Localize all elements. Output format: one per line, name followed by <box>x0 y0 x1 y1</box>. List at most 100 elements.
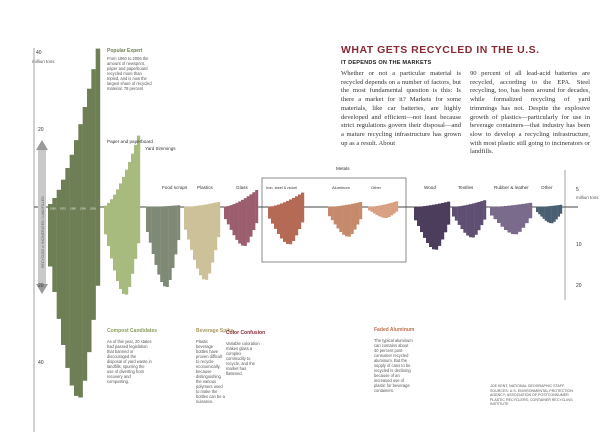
category-label-paper: Paper and paperboard <box>107 139 153 144</box>
discarded-bar-5-2 <box>274 207 278 229</box>
recycled-bar-7-5 <box>380 205 384 207</box>
discarded-bar-6-6 <box>345 207 349 237</box>
color-title: Color Confusion <box>226 330 265 336</box>
metals-group-label: Metals <box>336 166 350 171</box>
left-unit-label: million tons <box>32 59 55 64</box>
discarded-bar-10-8 <box>518 207 522 232</box>
category-label-metals-other: Other <box>371 185 382 190</box>
right-tick-20: 20 <box>576 283 582 289</box>
recycled-bar-11-8 <box>553 205 556 207</box>
recycled-bar-11-10 <box>557 205 561 207</box>
discarded-bar-1-7 <box>125 207 129 295</box>
recycled-bar-0-4 <box>65 167 70 207</box>
discarded-bar-11-10 <box>557 207 561 217</box>
recycled-bar-8-7 <box>435 204 439 207</box>
recycled-bar-7-7 <box>385 203 389 207</box>
discarded-bar-0-9 <box>87 207 92 353</box>
discarded-bar-7-1 <box>370 207 374 212</box>
popular-expert-body: From 1960 to 2006 the amount of newsprin… <box>107 56 152 91</box>
discarded-bar-11-0 <box>536 207 539 213</box>
discarded-bar-3-0 <box>184 207 188 230</box>
recycled-bar-6-4 <box>339 205 343 207</box>
year-tick-4: 2000 <box>90 207 96 211</box>
recycled-bar-8-11 <box>447 201 451 207</box>
discarded-bar-10-2 <box>497 207 501 224</box>
metals-group-box <box>261 177 407 263</box>
recycled-bar-3-3 <box>193 206 197 207</box>
discarded-bar-11-3 <box>542 207 545 219</box>
discarded-bar-3-7 <box>205 207 209 280</box>
discarded-bar-3-11 <box>217 207 221 238</box>
chart-labels: 40 million tons 20 20 40 RECYCLED or INC… <box>32 48 599 366</box>
recycled-bar-0-11 <box>95 48 101 207</box>
recycled-bar-10-7 <box>514 204 519 207</box>
discarded-bar-10-11 <box>528 207 533 219</box>
y-tick-40-bottom: 40 <box>38 360 44 366</box>
recycled-bar-0-3 <box>61 179 66 207</box>
discarded-bar-6-7 <box>347 207 351 237</box>
discarded-bar-4-2 <box>229 207 233 230</box>
discarded-bar-7-2 <box>373 207 376 214</box>
recycled-bar-5-6 <box>286 200 290 207</box>
discarded-bar-4-3 <box>232 207 236 236</box>
discarded-bar-5-7 <box>289 207 293 245</box>
discarded-bar-10-10 <box>525 207 529 224</box>
discarded-bar-9-4 <box>463 207 467 233</box>
recycled-bar-9-3 <box>460 205 464 207</box>
recycled-bar-4-6 <box>241 199 245 207</box>
category-label-wood: Wood <box>424 185 436 190</box>
recycled-bar-3-10 <box>214 202 218 207</box>
recycled-bar-5-4 <box>280 203 284 207</box>
recycled-bar-3-8 <box>208 203 212 207</box>
category-label-food-scraps: Food scraps <box>162 185 188 190</box>
discarded-bar-6-3 <box>336 207 340 229</box>
discarded-bar-0-11 <box>95 207 101 286</box>
popular-expert-title: Popular Expert <box>107 48 143 54</box>
discarded-bar-8-1 <box>417 207 421 227</box>
recycled-bar-4-1 <box>226 206 230 207</box>
discarded-bar-8-3 <box>423 207 427 238</box>
discarded-bar-11-5 <box>546 207 550 223</box>
recycled-bar-6-6 <box>345 204 349 207</box>
discarded-bar-7-11 <box>395 207 399 212</box>
discarded-bar-5-0 <box>268 207 272 219</box>
compost-title: Compost Candidates <box>107 328 157 334</box>
year-tick-3: 1990 <box>80 207 86 211</box>
recycled-bar-5-10 <box>298 194 302 207</box>
recycled-bar-11-9 <box>555 205 558 207</box>
page-title: WHAT GETS RECYCLED IN THE U.S. <box>341 44 540 56</box>
discarded-bar-6-11 <box>359 207 363 220</box>
discarded-bar-0-4 <box>65 207 70 368</box>
discarded-bar-0-7 <box>78 207 83 398</box>
recycled-bar-4-2 <box>229 205 233 207</box>
recycled-bar-5-9 <box>295 196 299 207</box>
recycled-bar-4-4 <box>235 202 239 207</box>
discarded-bar-9-3 <box>460 207 464 230</box>
discarded-bar-4-4 <box>235 207 239 240</box>
discarded-bar-2-3 <box>154 207 158 265</box>
recycled-bar-1-11 <box>137 135 141 207</box>
discarded-bar-8-2 <box>420 207 424 233</box>
y-tick-40-top: 40 <box>36 50 42 56</box>
recycled-bar-11-6 <box>549 206 552 207</box>
beverage-title: Beverage Spike <box>196 328 233 334</box>
discarded-bar-0-1 <box>52 207 57 293</box>
year-tick-1: 1970 <box>60 207 66 211</box>
recycled-bar-8-8 <box>438 203 442 207</box>
discarded-bar-9-5 <box>466 207 470 236</box>
beverage-body: Plastic beverage bottles have proven dif… <box>196 339 225 403</box>
discarded-bar-5-11 <box>301 207 305 223</box>
y-tick-20-bottom: 20 <box>38 283 44 289</box>
article-column-2: 90 percent of all lead-acid batteries ar… <box>470 70 590 156</box>
category-label-plastics: Plastics <box>197 185 214 190</box>
recycled-bar-10-9 <box>521 203 526 207</box>
discarded-bar-8-8 <box>438 207 442 246</box>
recycled-bar-9-2 <box>457 206 461 207</box>
category-label-glass: Glass <box>236 185 248 190</box>
discarded-bar-6-1 <box>330 207 334 221</box>
category-label-iron-steel: Iron, steel & nickel <box>266 186 297 190</box>
recycled-bar-1-6 <box>122 176 126 207</box>
recycled-bar-8-3 <box>423 206 427 207</box>
recycled-bar-4-11 <box>255 190 259 207</box>
recycled-bar-0-10 <box>91 69 96 207</box>
